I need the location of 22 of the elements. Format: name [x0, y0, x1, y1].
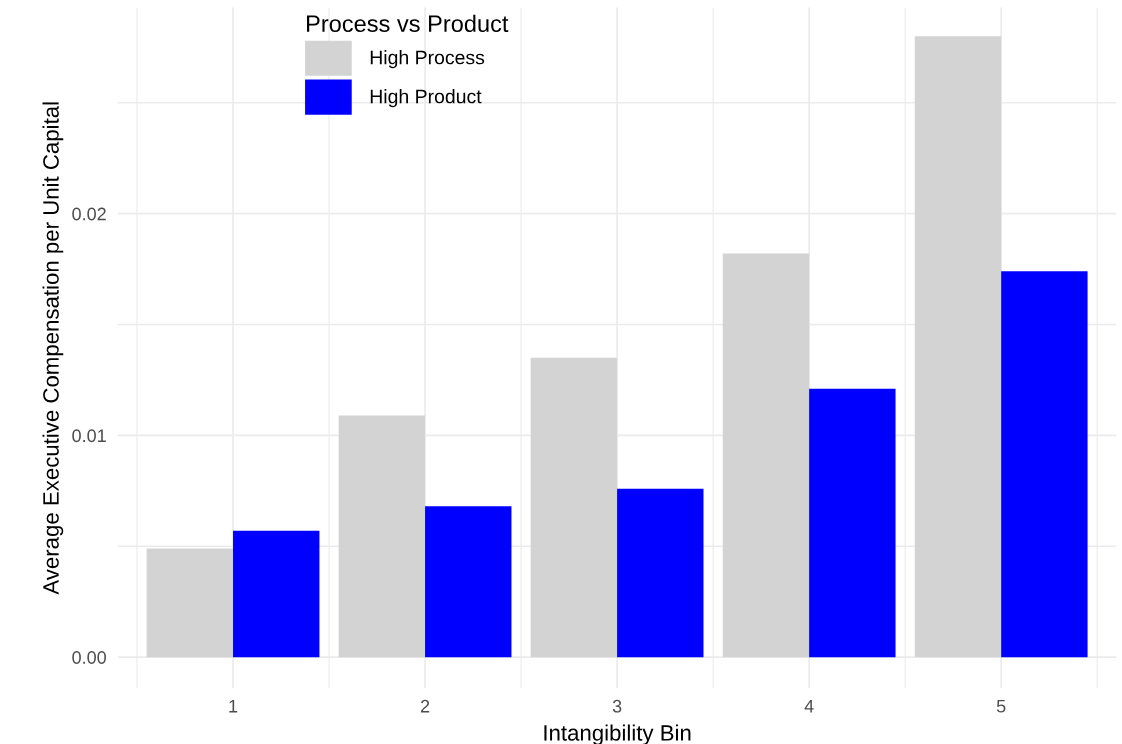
x-tick-label: 1	[229, 699, 238, 713]
legend-title: Process vs Product	[307, 14, 509, 33]
x-tick-label: 2	[420, 699, 430, 713]
legend-label: High Process	[370, 50, 485, 69]
y-axis-title: Average Executive Compensation per Unit Capital	[42, 102, 64, 595]
bar	[1001, 271, 1088, 658]
bar	[530, 357, 618, 658]
x-tick-label: 4	[804, 699, 814, 713]
y-tick-label: 0.00	[72, 651, 106, 664]
y-tick-label: 0.01	[72, 429, 106, 443]
bar	[233, 530, 320, 658]
bar	[425, 506, 512, 658]
bar	[617, 488, 704, 658]
bar	[146, 548, 234, 658]
bar	[914, 36, 1002, 658]
bar	[338, 415, 426, 658]
x-tick-label: 3	[612, 699, 622, 713]
y-tick-label: 0.02	[72, 207, 106, 221]
x-tick-label: 5	[996, 699, 1006, 713]
bar	[809, 388, 896, 658]
bar	[722, 253, 810, 658]
legend-label: High Product	[370, 89, 482, 108]
